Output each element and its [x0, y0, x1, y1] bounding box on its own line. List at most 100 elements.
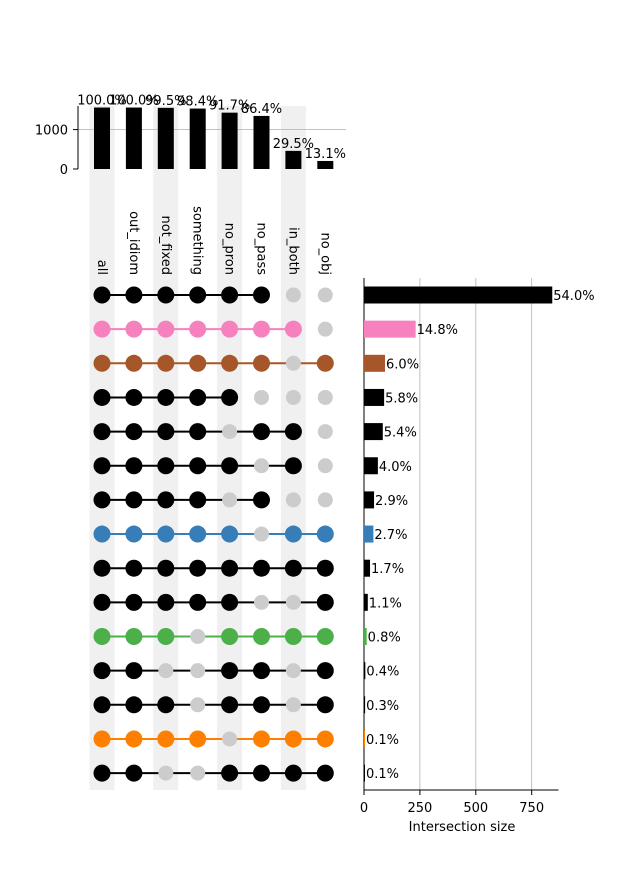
matrix-dot-active	[221, 354, 239, 372]
matrix-dot-active	[316, 593, 334, 611]
intersection-label: 5.8%	[385, 391, 418, 406]
matrix-dot-active	[125, 388, 143, 406]
matrix-dot-active	[93, 525, 111, 543]
matrix-dot-inactive	[317, 389, 333, 405]
matrix-dot-active	[221, 286, 239, 304]
matrix-dot-active	[125, 628, 143, 645]
matrix-dot-active	[125, 662, 143, 680]
intersection-label: 14.8%	[417, 323, 458, 338]
intersection-bar	[364, 764, 365, 782]
intersection-label: 6.0%	[386, 357, 419, 372]
intersection-bar	[364, 491, 375, 509]
matrix-dot-inactive	[317, 458, 333, 474]
set-size-bar	[317, 160, 334, 169]
matrix-dot-inactive	[317, 492, 333, 508]
matrix-dot-inactive	[285, 492, 301, 508]
matrix-dot-inactive	[285, 287, 301, 303]
matrix-dot-inactive	[222, 424, 238, 440]
matrix-dot-active	[125, 593, 143, 611]
matrix-dot-active	[93, 457, 111, 475]
set-name: not_fixed	[158, 215, 173, 275]
intersection-label: 0.3%	[366, 699, 399, 714]
intersection-bar	[364, 525, 374, 543]
matrix-dot-active	[316, 764, 334, 782]
set-name: in_both	[285, 227, 300, 275]
matrix-dot-active	[125, 354, 143, 372]
intersection-label: 54.0%	[553, 289, 594, 304]
matrix-dot-active	[284, 423, 302, 441]
matrix-dot-active	[93, 730, 111, 748]
x-tick-label: 250	[407, 801, 432, 816]
matrix-dot-inactive	[285, 697, 301, 713]
matrix-dot-active	[93, 559, 111, 577]
column-shade	[280, 106, 306, 790]
matrix-dot-active	[93, 662, 111, 680]
intersection-label: 5.4%	[384, 426, 417, 441]
matrix-dot-active	[157, 286, 175, 304]
matrix-dot-active	[253, 696, 270, 714]
matrix-dot-active	[221, 662, 239, 680]
matrix-dot-active	[157, 388, 175, 406]
column-shade	[153, 106, 179, 790]
matrix-dot-active	[221, 320, 239, 338]
column-shade	[217, 106, 243, 790]
matrix-dot-active	[284, 628, 302, 645]
intersection-bar	[364, 457, 378, 475]
matrix-dot-active	[253, 423, 270, 441]
matrix-dot-inactive	[254, 594, 269, 610]
set-size-label: 91.7%	[209, 99, 250, 114]
intersection-bar	[364, 696, 366, 714]
matrix-dot-active	[93, 286, 111, 304]
matrix-dot-active	[221, 388, 239, 406]
set-size-bar	[285, 150, 302, 169]
matrix-dot-active	[125, 525, 143, 543]
matrix-dot-active	[253, 491, 270, 509]
matrix-dot-active	[284, 559, 302, 577]
matrix-dot-inactive	[190, 697, 206, 713]
intersection-bar	[364, 559, 371, 577]
matrix-dot-active	[253, 662, 270, 680]
matrix-dot-active	[157, 696, 175, 714]
matrix-dot-active	[189, 286, 207, 304]
matrix-dot-active	[93, 388, 111, 406]
intersection-label: 0.4%	[366, 665, 399, 680]
matrix-dot-inactive	[190, 663, 206, 679]
set-size-label: 100.0%	[77, 94, 127, 109]
matrix-dot-active	[316, 354, 334, 372]
matrix-dot-active	[316, 696, 334, 714]
matrix-dot-active	[253, 730, 270, 748]
matrix-dot-inactive	[285, 594, 301, 610]
set-size-label: 100.0%	[109, 94, 159, 109]
matrix-dot-active	[157, 491, 175, 509]
x-tick-label: 0	[360, 801, 368, 816]
matrix-dot-active	[93, 423, 111, 441]
set-size-bar	[157, 107, 174, 169]
set-name: all	[94, 260, 109, 275]
matrix-dot-active	[189, 354, 207, 372]
intersection-label: 0.8%	[368, 631, 401, 646]
matrix-dot-active	[125, 559, 143, 577]
set-size-bar	[221, 112, 238, 169]
matrix-dot-active	[253, 354, 270, 372]
matrix-dot-active	[316, 559, 334, 577]
matrix-dot-active	[125, 286, 143, 304]
matrix-dot-active	[189, 320, 207, 338]
matrix-dot-inactive	[285, 355, 301, 371]
intersection-bar	[364, 730, 365, 748]
set-size-bar	[94, 107, 110, 169]
matrix-dot-active	[316, 525, 334, 543]
matrix-dot-inactive	[317, 321, 333, 337]
matrix-dot-active	[157, 354, 175, 372]
matrix-dot-active	[93, 593, 111, 611]
matrix-dot-active	[93, 320, 111, 338]
matrix-dot-inactive	[190, 765, 206, 781]
matrix-dot-active	[253, 320, 270, 338]
matrix-dot-active	[316, 730, 334, 748]
matrix-dot-inactive	[222, 492, 238, 508]
matrix-dot-active	[93, 628, 111, 645]
matrix-dot-inactive	[222, 731, 238, 747]
matrix-dot-active	[125, 423, 143, 441]
intersection-bar	[364, 320, 416, 338]
matrix-dot-active	[284, 730, 302, 748]
